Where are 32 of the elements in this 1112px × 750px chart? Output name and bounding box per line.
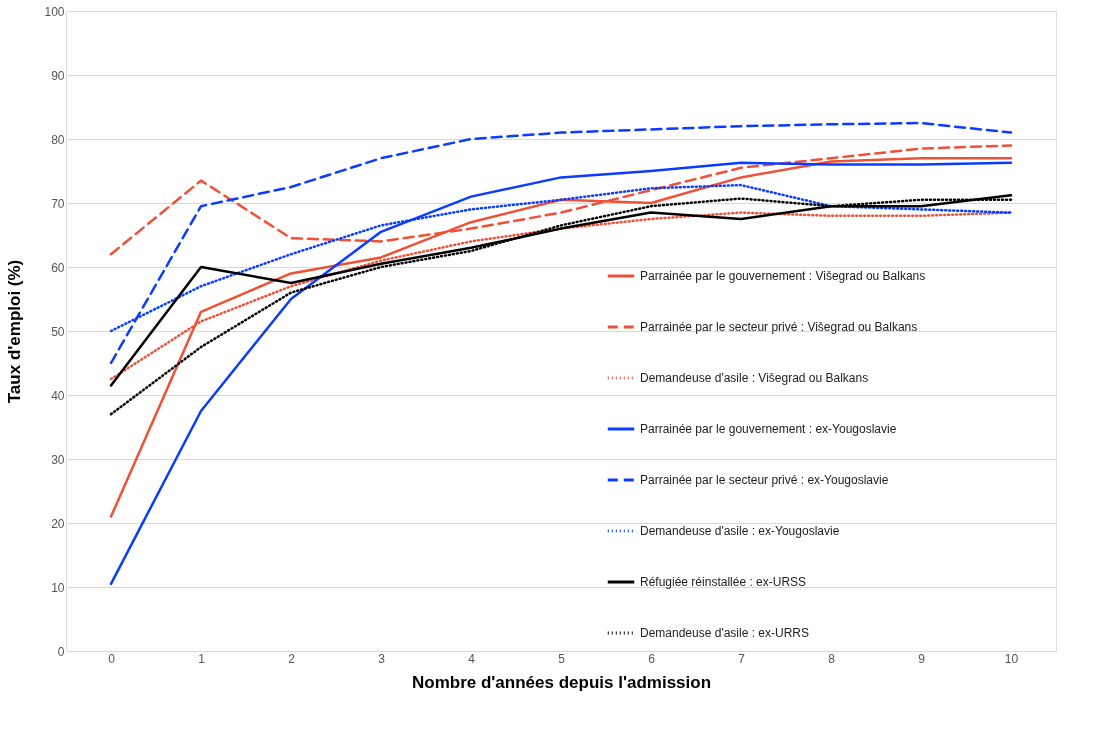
x-axis-title: Nombre d'années depuis l'admission	[411, 672, 712, 692]
x-tick-label: 4	[468, 651, 476, 666]
x-tick-label: 5	[558, 651, 566, 666]
y-axis-title: Taux d'emploi (%)	[5, 259, 25, 404]
x-tick-label: 2	[288, 651, 296, 666]
y-tick-label: 70	[51, 196, 65, 211]
y-tick-label: 60	[51, 260, 65, 275]
x-tick-label: 6	[648, 651, 656, 666]
legend-label: Demandeuse d'asile : ex-Yougoslavie	[640, 524, 840, 538]
legend-label: Parrainée par le gouvernement : Višegrad ou Balkans	[640, 269, 926, 283]
y-tick-label: 40	[51, 388, 65, 403]
x-tick-label: 10	[1004, 651, 1019, 666]
legend-label: Parrainée par le secteur privé : ex-Yougoslavie	[640, 473, 889, 487]
x-tick-label: 3	[378, 651, 386, 666]
legend-label: Réfugiée réinstallée : ex-URSS	[640, 575, 807, 589]
x-tick-label: 1	[198, 651, 206, 666]
y-tick-label: 30	[51, 452, 65, 467]
legend-label: Demandeuse d'asile : Višegrad ou Balkans	[640, 371, 869, 385]
y-tick-label: 90	[51, 68, 65, 83]
legend-label: Parrainée par le secteur privé : Višegrad ou Balkans	[640, 320, 918, 334]
legend-label: Demandeuse d'asile : ex-URRS	[640, 626, 810, 640]
x-tick-label: 8	[828, 651, 836, 666]
x-tick-label: 0	[108, 651, 116, 666]
y-tick-label: 10	[51, 580, 65, 595]
y-tick-label: 20	[51, 516, 65, 531]
line-series	[109, 121, 1013, 365]
x-tick-label: 9	[918, 651, 926, 666]
legend-label: Parrainée par le gouvernement : ex-Yougoslavie	[640, 422, 897, 436]
y-tick-label: 80	[51, 132, 65, 147]
y-tick-label: 50	[51, 324, 65, 339]
x-tick-label: 7	[738, 651, 746, 666]
y-tick-label: 100	[44, 4, 65, 19]
